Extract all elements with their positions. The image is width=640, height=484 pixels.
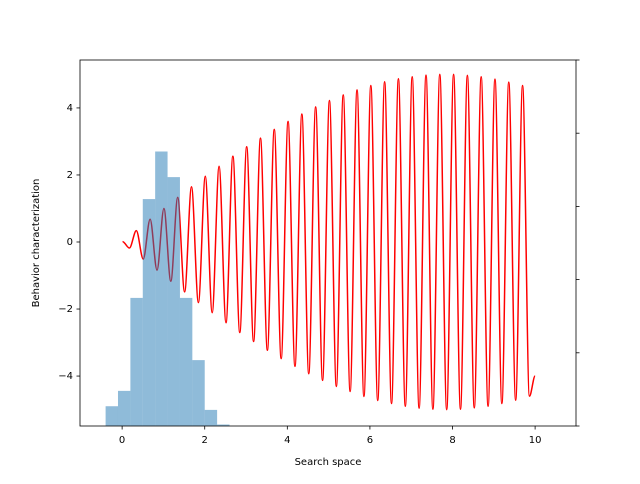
x-tick-label: 2 — [202, 435, 208, 446]
histogram-bar — [105, 406, 118, 426]
x-tick-label: 4 — [284, 435, 290, 446]
histogram-bar — [117, 390, 131, 426]
x-tick-label: 8 — [449, 435, 455, 446]
y-tick-label: −4 — [58, 371, 73, 382]
y-tick-label: 2 — [67, 170, 73, 181]
histogram-bar — [167, 177, 180, 426]
histogram-bar — [155, 151, 168, 426]
plot-frame — [79, 59, 577, 427]
x-axis-label: Search space — [295, 457, 362, 468]
histogram-bar — [130, 297, 143, 426]
x-tick-label: 10 — [529, 435, 542, 446]
y-tick-label: −2 — [58, 304, 73, 315]
x-tick-label: 0 — [119, 435, 125, 446]
y-tick-label: 0 — [67, 237, 73, 248]
histogram-bar — [142, 199, 156, 426]
histogram-bar — [204, 409, 218, 426]
y-tick-label: 4 — [67, 103, 73, 114]
histogram-bar — [217, 424, 230, 426]
x-tick-label: 6 — [367, 435, 373, 446]
y-axis-label: Behavior characterization — [31, 179, 42, 308]
histogram-bar — [192, 360, 205, 426]
histogram-bar — [179, 297, 193, 426]
data-line — [122, 73, 536, 411]
